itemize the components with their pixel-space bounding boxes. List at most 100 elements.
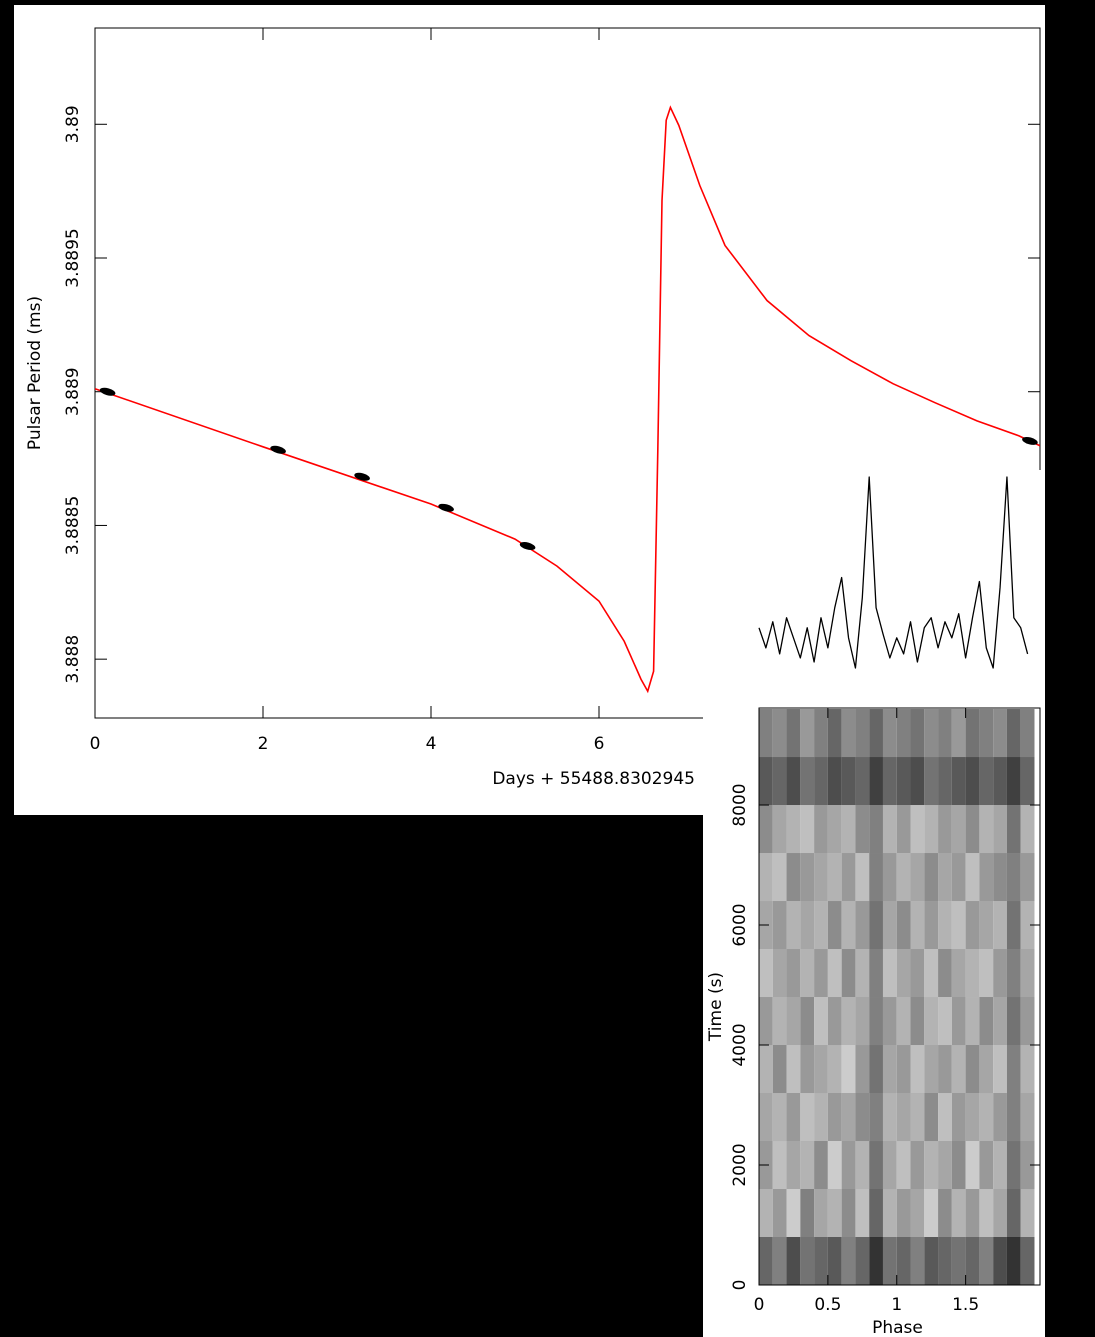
- heatmap-cell: [814, 1045, 828, 1093]
- heatmap-cell: [952, 853, 966, 901]
- heatmap-cell: [773, 1237, 787, 1285]
- heatmap-cell: [938, 997, 952, 1045]
- heatmap-cell: [938, 1141, 952, 1189]
- heatmap-cell: [869, 949, 883, 997]
- y-tick-label: 8000: [730, 783, 750, 826]
- heatmap-cell: [979, 805, 993, 853]
- heatmap-cell: [828, 1045, 842, 1093]
- heatmap-cell: [993, 757, 1007, 805]
- heatmap-cell: [966, 901, 980, 949]
- heatmap-cell: [814, 805, 828, 853]
- heatmap-cell: [800, 1237, 814, 1285]
- heatmap-cell: [773, 1141, 787, 1189]
- heatmap-cell: [897, 949, 911, 997]
- y-tick-label: 3.888: [63, 635, 83, 684]
- heatmap-cell: [966, 1093, 980, 1141]
- heatmap-cell: [855, 709, 869, 757]
- heatmap-cell: [979, 901, 993, 949]
- heatmap-cell: [938, 709, 952, 757]
- heatmap-cell: [759, 997, 773, 1045]
- heatmap-cell: [938, 901, 952, 949]
- heatmap-cell: [1007, 1093, 1021, 1141]
- heatmap-cell: [897, 1093, 911, 1141]
- heatmap-cell: [800, 1189, 814, 1237]
- heatmap-cell: [759, 805, 773, 853]
- heatmap-cell: [842, 1045, 856, 1093]
- x-tick-label: 2: [258, 734, 269, 754]
- heatmap-cell: [842, 997, 856, 1045]
- heatmap-cell: [814, 1093, 828, 1141]
- heatmap-cell: [787, 757, 801, 805]
- y-tick-label: 3.8885: [63, 496, 83, 555]
- heatmap-cell: [952, 1189, 966, 1237]
- heatmap-cell: [759, 709, 773, 757]
- heatmap-cell: [952, 709, 966, 757]
- heatmap-cell: [869, 1093, 883, 1141]
- heatmap-cell: [952, 949, 966, 997]
- heatmap-cell: [869, 1237, 883, 1285]
- heatmap-cell: [938, 1237, 952, 1285]
- data-point: [270, 445, 286, 454]
- heatmap-cell: [911, 901, 925, 949]
- heatmap-cell: [869, 1141, 883, 1189]
- heatmap-cell: [966, 757, 980, 805]
- heatmap-cell: [800, 901, 814, 949]
- heatmap-cell: [773, 997, 787, 1045]
- heatmap-cell: [897, 757, 911, 805]
- heatmap-cell: [828, 997, 842, 1045]
- heatmap-cell: [814, 757, 828, 805]
- heatmap-cell: [1021, 1189, 1035, 1237]
- heatmap-cell: [1007, 949, 1021, 997]
- heatmap-cell: [966, 1141, 980, 1189]
- heatmap-cell: [911, 1045, 925, 1093]
- heatmap-cell: [787, 853, 801, 901]
- heatmap-cell: [855, 949, 869, 997]
- heatmap-cell: [938, 949, 952, 997]
- heatmap-cell: [855, 1237, 869, 1285]
- heatmap-cell: [924, 901, 938, 949]
- data-point: [1022, 436, 1038, 445]
- heatmap-cell: [814, 997, 828, 1045]
- heatmap-cell: [993, 805, 1007, 853]
- heatmap-cell: [1021, 1237, 1035, 1285]
- heatmap-cell: [828, 709, 842, 757]
- x-tick-label: 0: [754, 1295, 765, 1315]
- heatmap-cell: [952, 1093, 966, 1141]
- heatmap-cell: [911, 709, 925, 757]
- heatmap-cell: [897, 901, 911, 949]
- x-tick-label: 1: [891, 1295, 902, 1315]
- heatmap-frame: [758, 707, 1041, 1286]
- heatmap-cell: [1007, 1237, 1021, 1285]
- heatmap-cell: [800, 805, 814, 853]
- heatmap-cell: [855, 997, 869, 1045]
- plot-frame: [94, 27, 1041, 719]
- y-axis-label: Pulsar Period (ms): [25, 296, 45, 450]
- heatmap-cell: [883, 1237, 897, 1285]
- heatmap-cell: [869, 1189, 883, 1237]
- heatmap-cell: [883, 1093, 897, 1141]
- x-axis-label: Phase: [872, 1318, 923, 1337]
- heatmap-cell: [966, 853, 980, 901]
- heatmap-cell: [952, 757, 966, 805]
- y-tick-label: 0: [730, 1280, 750, 1291]
- heatmap-cell: [993, 1237, 1007, 1285]
- heatmap-cell: [869, 1045, 883, 1093]
- heatmap-cell: [993, 1141, 1007, 1189]
- heatmap-cell: [842, 1141, 856, 1189]
- heatmap-cell: [897, 1045, 911, 1093]
- heatmap-cell: [773, 1093, 787, 1141]
- heatmap-cell: [869, 997, 883, 1045]
- heatmap-cell: [938, 853, 952, 901]
- heatmap-cell: [842, 901, 856, 949]
- heatmap-cell: [1021, 709, 1035, 757]
- heatmap-cell: [828, 1093, 842, 1141]
- heatmap-cell: [869, 805, 883, 853]
- heatmap-cell: [773, 853, 787, 901]
- heatmap-cell: [828, 853, 842, 901]
- heatmap-cell: [855, 1189, 869, 1237]
- heatmap-cell: [979, 853, 993, 901]
- heatmap-cell: [828, 757, 842, 805]
- heatmap-cell: [883, 997, 897, 1045]
- x-tick-label: 0: [90, 734, 101, 754]
